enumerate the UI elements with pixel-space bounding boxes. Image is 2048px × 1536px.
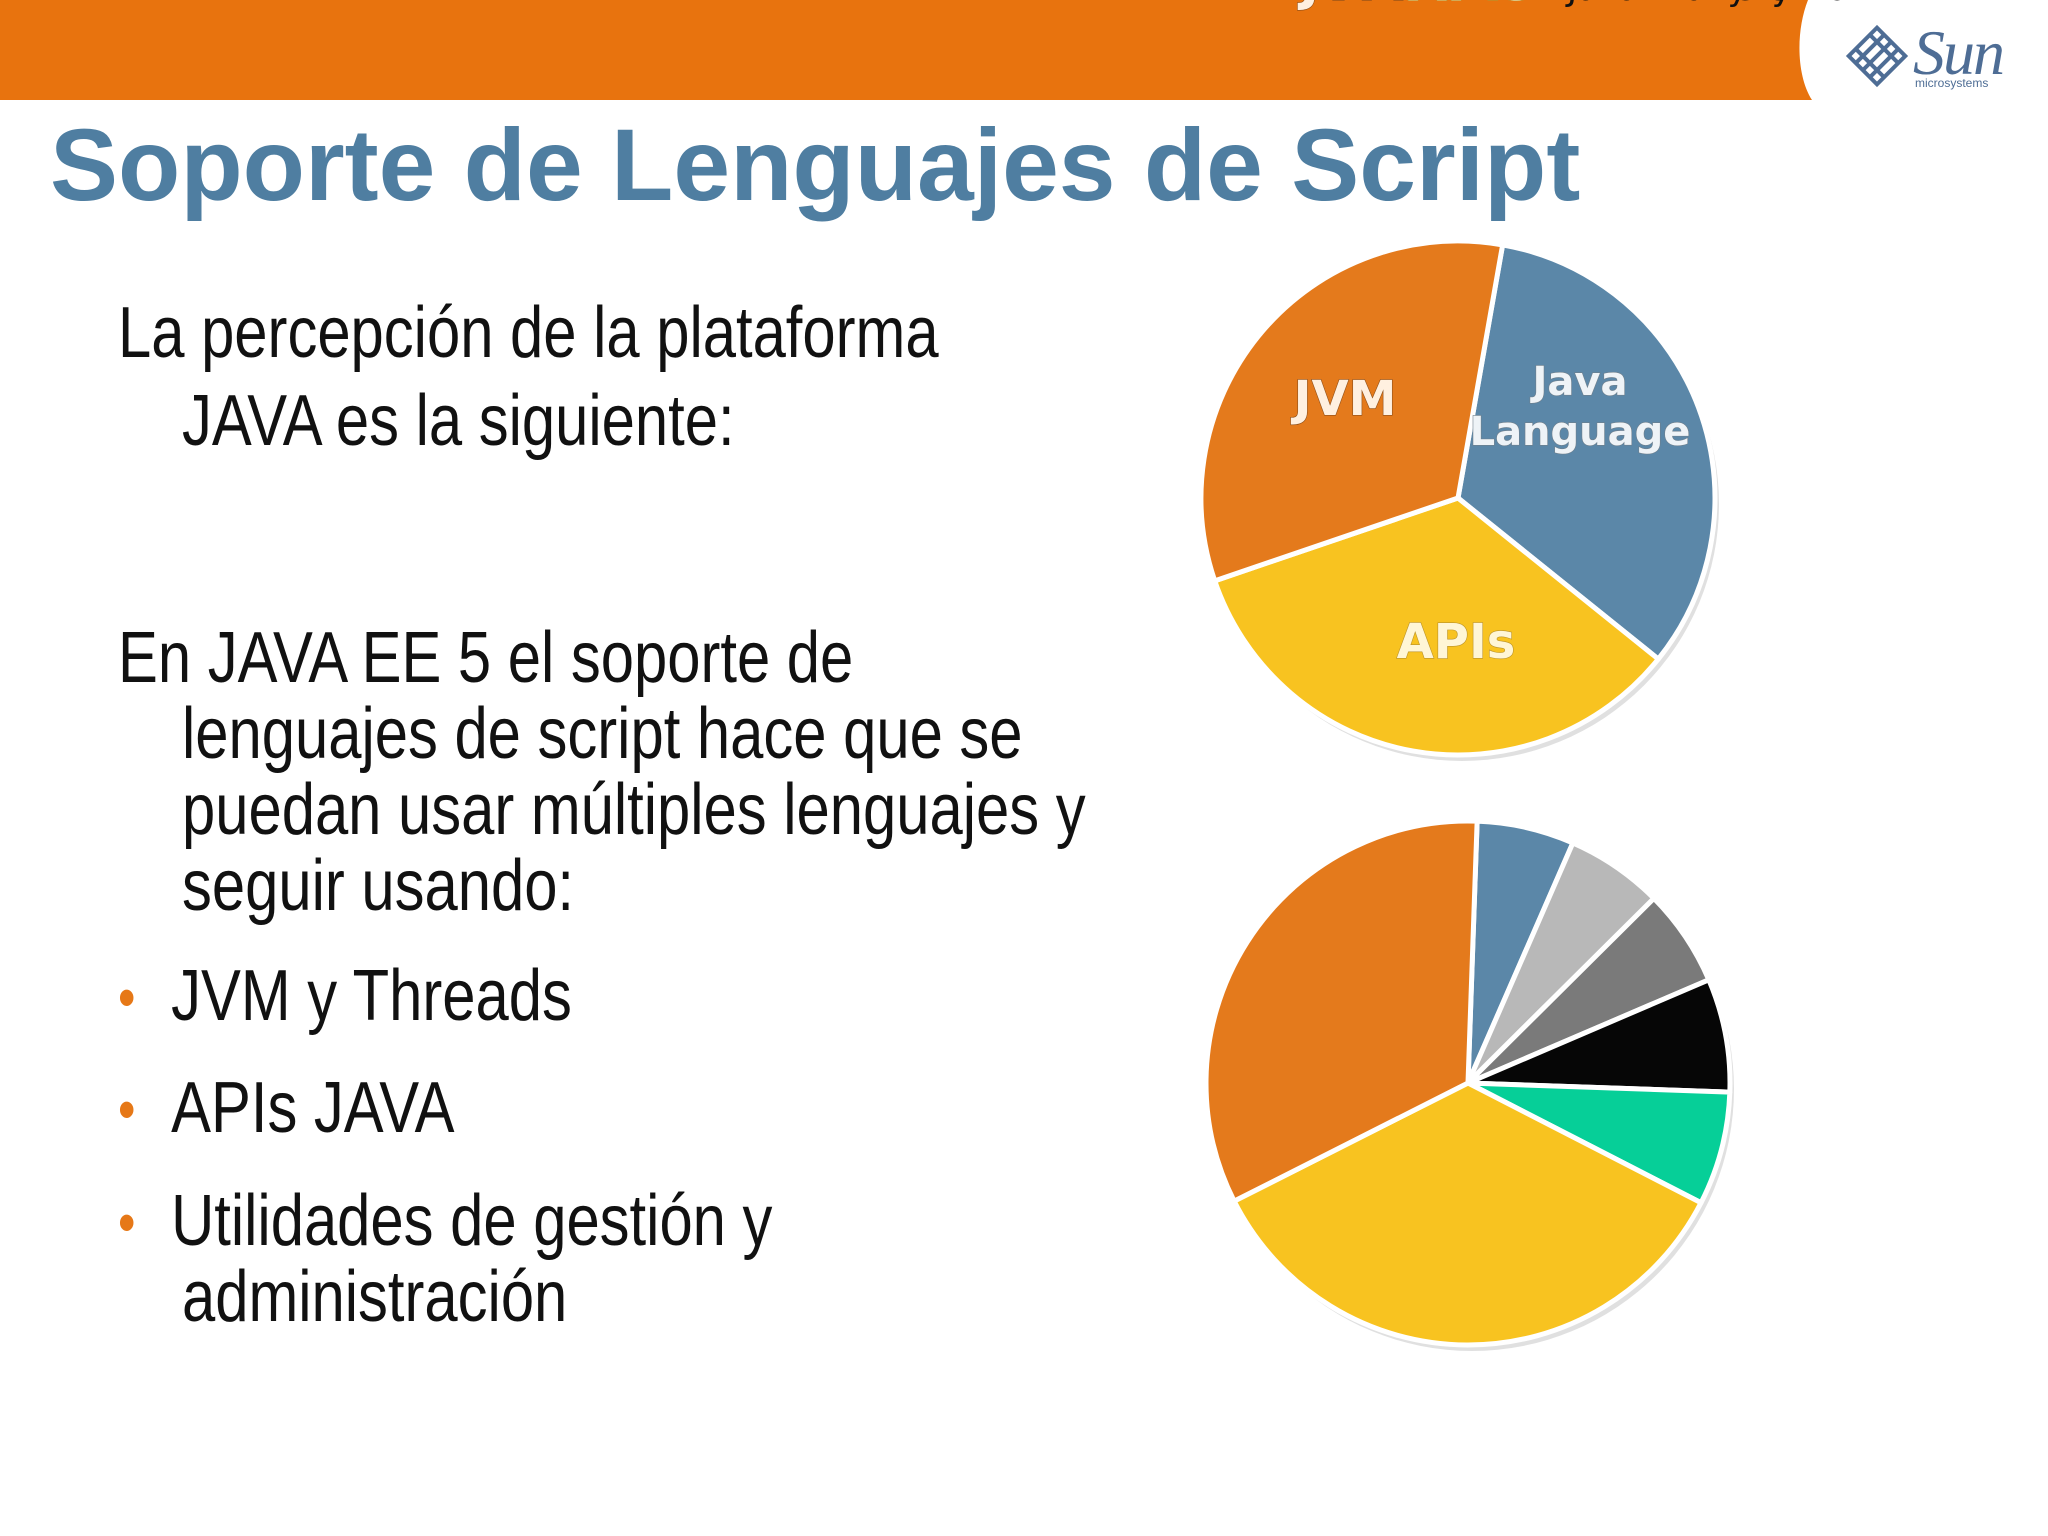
bullet-dot-icon: •	[118, 964, 136, 1031]
slice-label-java-language: Java	[1530, 359, 1628, 405]
pie-slice-java-language	[1455, 242, 1718, 662]
slice-label-java: Java	[1565, 0, 1639, 9]
header-bar	[0, 0, 1812, 100]
para2-line1: En JAVA EE 5 el soporte de	[118, 618, 854, 698]
logo-word: Sun	[1913, 17, 2005, 88]
slice-label-apis: APIs	[1397, 614, 1516, 670]
bullet-dot-icon: •	[118, 1189, 136, 1256]
intro-paragraph-line1: La percepción de la plataforma	[118, 295, 939, 373]
bullet-text-continuation: administración	[182, 1257, 568, 1337]
slice-label-java-language: Language	[1470, 409, 1691, 455]
slice-label-jvm: JVM	[1297, 0, 1407, 12]
intro-paragraph-line1-box: La percepción de la plataforma	[118, 295, 952, 385]
para2-line3: puedan usar múltiples lenguajes y	[182, 770, 1086, 850]
para2-line2: lenguajes de script hace que se	[182, 694, 1023, 774]
sun-diamond-icon	[1845, 24, 1909, 88]
slice-label-ruby: Ruby	[1662, 0, 1747, 9]
bullet-text: Utilidades de gestión y	[171, 1181, 773, 1261]
bullet-text: JVM y Threads	[171, 956, 572, 1036]
pie-slice-apis	[1212, 495, 1661, 758]
slice-label-apis: APIs	[1408, 0, 1532, 12]
pie-slice-apis	[1231, 1080, 1704, 1348]
intro-paragraph-line2: JAVA es la siguiente:	[182, 381, 735, 461]
bullet-text: APIs JAVA	[171, 1068, 455, 1148]
slice-label-etc: etc...	[1733, 0, 1818, 9]
logo-subtext: microsystems	[1915, 76, 1989, 90]
slice-label-jvm: JVM	[1291, 371, 1397, 427]
slide-title: Soporte de Lenguajes de Script	[50, 108, 1581, 222]
para2-line4: seguir usando:	[182, 846, 575, 926]
pie-slice-jvm	[1198, 238, 1506, 584]
bullet-dot-icon: •	[118, 1076, 136, 1143]
pie-slice-jvm	[1203, 818, 1480, 1204]
slice-label-php: PHP	[1727, 0, 1794, 9]
slice-label-python: Python	[1751, 0, 1869, 9]
sun-logo: Sun microsystems	[1845, 18, 2035, 98]
